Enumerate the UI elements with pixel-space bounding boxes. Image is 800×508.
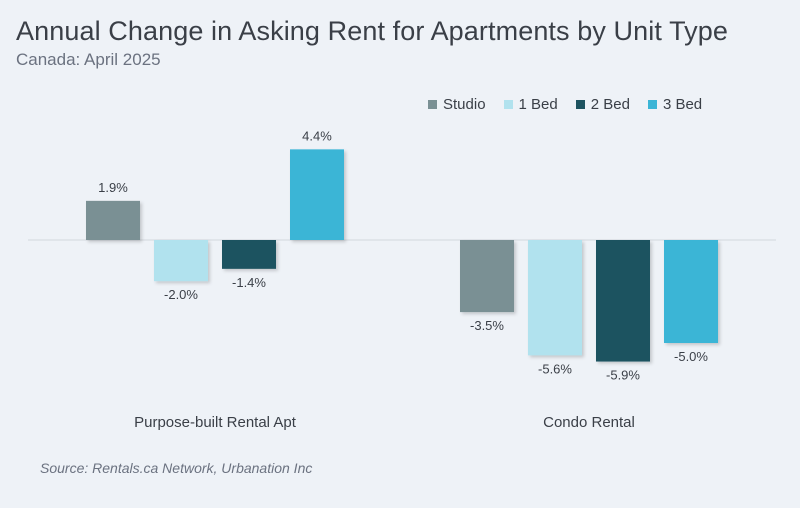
bar-2-bed-condo: [596, 240, 650, 362]
category-label: Condo Rental: [543, 414, 635, 431]
data-label: 4.4%: [302, 128, 332, 143]
data-label: -5.0%: [674, 349, 708, 364]
legend-item-2-bed: 2 Bed: [575, 96, 630, 113]
legend-item-studio: Studio: [428, 96, 486, 113]
bar-1-bed-purpose-built: [154, 240, 208, 282]
data-label: -2.0%: [164, 287, 198, 302]
bar-3-bed-condo: [664, 240, 718, 343]
bar-2-bed-purpose-built: [222, 240, 276, 269]
legend-swatch-3-bed: [647, 100, 657, 109]
data-label: -1.4%: [232, 275, 266, 290]
legend-label-3-bed: 3 Bed: [662, 96, 703, 113]
data-label: 1.9%: [98, 180, 128, 195]
legend-swatch-studio: [428, 100, 437, 109]
chart-subtitle: Canada: April 2025: [16, 50, 161, 69]
data-label: -3.5%: [470, 318, 504, 333]
data-label: -5.9%: [606, 368, 640, 383]
legend-label-2-bed: 2 Bed: [590, 96, 630, 113]
legend-swatch-1-bed: [503, 100, 513, 109]
legend-label-1-bed: 1 Bed: [518, 96, 558, 113]
legend-swatch-2-bed: [575, 100, 585, 109]
bar-studio-condo: [460, 240, 514, 313]
data-label: -5.6%: [538, 361, 572, 376]
chart-title: Annual Change in Asking Rent for Apartme…: [16, 16, 729, 46]
bar-3-bed-purpose-built: [290, 149, 344, 240]
chart-legend: Studio 1 Bed 2 Bed 3 Bed: [428, 96, 720, 113]
legend-item-3-bed: 3 Bed: [647, 96, 703, 113]
legend-item-1-bed: 1 Bed: [503, 96, 558, 113]
source-note: Source: Rentals.ca Network, Urbanation I…: [40, 460, 313, 476]
bar-1-bed-condo: [528, 240, 582, 356]
bar-studio-purpose-built: [86, 200, 140, 240]
legend-label-studio: Studio: [443, 96, 486, 113]
category-label: Purpose-built Rental Apt: [134, 414, 297, 431]
